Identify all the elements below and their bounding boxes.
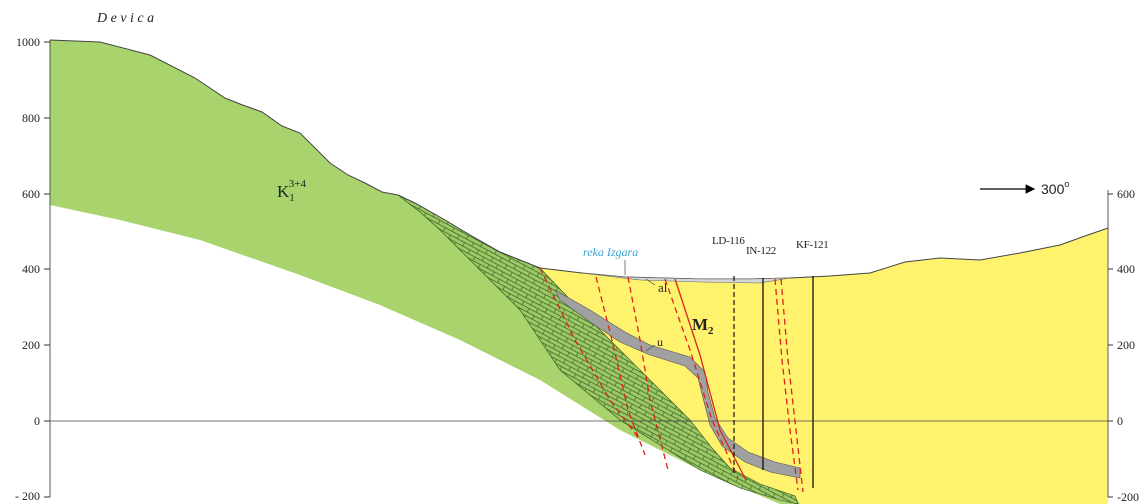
fault-line <box>664 278 739 479</box>
fault-line <box>674 278 747 481</box>
miocene-unit-area <box>540 228 1108 504</box>
coal-label: u <box>657 335 663 349</box>
right-axis-tick-label: 600 <box>1117 187 1135 201</box>
left-axis-tick-label: 600 <box>22 187 40 201</box>
left-axis-tick-label: 1000 <box>16 35 40 49</box>
ground-surface-line <box>49 39 1109 280</box>
coal-seam <box>554 289 801 479</box>
right-axis-tick-label: 200 <box>1117 338 1135 352</box>
section-title: D e v i c a <box>96 11 154 26</box>
coal-pointer <box>645 344 656 352</box>
right-axis-tick-label: 0 <box>1117 414 1123 428</box>
borehole-label: IN-122 <box>746 245 776 257</box>
left-axis-tick-label: 800 <box>22 111 40 125</box>
right-axis-tick-label: -200 <box>1117 490 1139 504</box>
river-label: reka Izgara <box>583 245 638 259</box>
fault-line <box>539 267 641 441</box>
miocene-unit-label: M2 <box>692 315 714 337</box>
fault-lines <box>539 267 804 493</box>
fault-line <box>774 278 799 491</box>
alluvium-pointer <box>645 278 656 286</box>
borehole-label: KF-121 <box>796 239 828 251</box>
fault-line <box>595 276 646 456</box>
borehole-label: LD-116 <box>712 235 745 247</box>
orientation-label: 300o <box>1041 179 1069 197</box>
fault-line <box>627 276 669 471</box>
left-axis: 1000 800 600 400 200 0 - 200 <box>15 35 51 503</box>
fault-line <box>780 278 804 493</box>
left-axis-tick-label: 0 <box>34 414 40 428</box>
left-axis-tick-label: 400 <box>22 262 40 276</box>
left-axis-tick-label: - 200 <box>15 489 40 503</box>
left-axis-tick-label: 200 <box>22 338 40 352</box>
right-axis: 600 400 200 0 -200 <box>1107 187 1139 504</box>
orientation-indicator: 300o <box>980 179 1069 197</box>
alluvium-deposit <box>581 272 791 284</box>
right-axis-tick-label: 400 <box>1117 262 1135 276</box>
alluvium-label: al <box>658 280 668 295</box>
cretaceous-unit-label: K13+4 <box>277 178 306 204</box>
